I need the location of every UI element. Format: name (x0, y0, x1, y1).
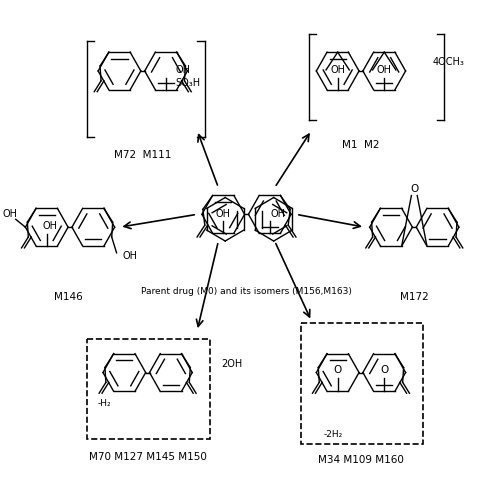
Text: OH: OH (122, 250, 137, 260)
Text: OH: OH (377, 65, 392, 75)
Text: 4OCH₃: 4OCH₃ (433, 57, 465, 67)
Text: OH: OH (2, 209, 17, 219)
Text: M70 M127 M145 M150: M70 M127 M145 M150 (89, 450, 207, 461)
Text: OH: OH (270, 209, 285, 219)
Bar (301, 324, 423, 444)
Text: 2OH: 2OH (221, 358, 242, 368)
Text: -H₂: -H₂ (97, 398, 111, 407)
Text: M34 M109 M160: M34 M109 M160 (318, 454, 404, 464)
Text: M72  M111: M72 M111 (114, 150, 171, 160)
Bar (88, 339, 210, 439)
Text: M1  M2: M1 M2 (342, 140, 380, 150)
Text: OH: OH (176, 65, 191, 75)
Text: OH: OH (216, 209, 231, 219)
Text: O: O (410, 183, 419, 193)
Text: SO₃H: SO₃H (176, 78, 201, 88)
Text: Parent drug (M0) and its isomers (M156,M163): Parent drug (M0) and its isomers (M156,M… (141, 286, 352, 295)
Text: OH: OH (42, 221, 57, 231)
Text: M172: M172 (400, 292, 429, 302)
Text: O: O (333, 364, 342, 374)
Text: OH: OH (330, 65, 345, 75)
Text: -2H₂: -2H₂ (323, 429, 343, 438)
Text: M146: M146 (54, 292, 82, 302)
Text: O: O (380, 364, 388, 374)
